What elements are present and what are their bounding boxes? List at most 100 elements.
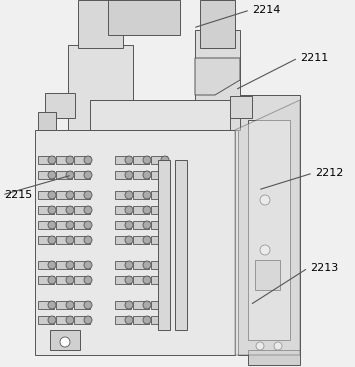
Circle shape <box>125 206 133 214</box>
Bar <box>90 100 230 130</box>
Bar <box>38 171 54 179</box>
Bar <box>133 316 149 324</box>
Circle shape <box>48 156 56 164</box>
Circle shape <box>161 221 169 229</box>
Bar <box>133 191 149 199</box>
Bar <box>56 236 72 244</box>
Circle shape <box>161 171 169 179</box>
Circle shape <box>84 221 92 229</box>
Bar <box>230 96 252 118</box>
Bar <box>115 301 131 309</box>
Bar <box>151 191 167 199</box>
Polygon shape <box>195 58 240 95</box>
Bar <box>151 156 167 164</box>
Bar <box>115 156 131 164</box>
Bar <box>35 130 235 355</box>
Circle shape <box>84 276 92 284</box>
Circle shape <box>125 156 133 164</box>
Bar <box>115 236 131 244</box>
Circle shape <box>161 191 169 199</box>
Circle shape <box>256 342 264 350</box>
Circle shape <box>260 245 270 255</box>
Bar <box>56 206 72 214</box>
Bar <box>151 276 167 284</box>
Bar <box>151 301 167 309</box>
Bar <box>74 206 90 214</box>
Circle shape <box>125 221 133 229</box>
Bar <box>151 236 167 244</box>
Bar <box>56 156 72 164</box>
Bar <box>38 276 54 284</box>
Circle shape <box>260 195 270 205</box>
Bar <box>200 0 235 48</box>
Bar <box>133 301 149 309</box>
Circle shape <box>125 316 133 324</box>
Circle shape <box>161 156 169 164</box>
Circle shape <box>66 191 74 199</box>
Circle shape <box>84 236 92 244</box>
Bar <box>115 261 131 269</box>
Circle shape <box>66 261 74 269</box>
Bar <box>255 260 280 290</box>
Circle shape <box>66 156 74 164</box>
Circle shape <box>48 236 56 244</box>
Circle shape <box>125 191 133 199</box>
Bar <box>115 191 131 199</box>
Circle shape <box>48 276 56 284</box>
Bar <box>115 316 131 324</box>
Text: 2215: 2215 <box>4 190 32 200</box>
Circle shape <box>48 261 56 269</box>
Circle shape <box>60 337 70 347</box>
Bar <box>38 156 54 164</box>
Bar <box>133 276 149 284</box>
Circle shape <box>48 171 56 179</box>
Bar <box>45 93 75 118</box>
Bar <box>151 221 167 229</box>
Bar <box>38 316 54 324</box>
Bar <box>38 301 54 309</box>
Circle shape <box>48 221 56 229</box>
Bar <box>115 276 131 284</box>
Circle shape <box>125 301 133 309</box>
Circle shape <box>84 191 92 199</box>
Bar <box>50 330 80 350</box>
Bar <box>38 112 56 130</box>
Bar <box>78 0 123 48</box>
Bar <box>56 301 72 309</box>
Circle shape <box>161 301 169 309</box>
Text: 2213: 2213 <box>310 263 338 273</box>
Bar <box>195 30 240 130</box>
Circle shape <box>48 316 56 324</box>
Circle shape <box>125 261 133 269</box>
Circle shape <box>143 221 151 229</box>
Circle shape <box>66 236 74 244</box>
Circle shape <box>161 316 169 324</box>
Bar <box>115 206 131 214</box>
Text: 2212: 2212 <box>315 168 343 178</box>
Bar <box>158 160 170 330</box>
Circle shape <box>66 316 74 324</box>
Circle shape <box>66 301 74 309</box>
Circle shape <box>84 301 92 309</box>
Circle shape <box>84 316 92 324</box>
Circle shape <box>161 261 169 269</box>
Bar <box>133 221 149 229</box>
Bar <box>151 316 167 324</box>
Polygon shape <box>235 100 300 355</box>
Bar <box>74 236 90 244</box>
Circle shape <box>84 261 92 269</box>
Text: 2211: 2211 <box>300 53 328 63</box>
Bar <box>56 191 72 199</box>
Text: 2214: 2214 <box>252 5 280 15</box>
Bar <box>74 221 90 229</box>
Bar <box>74 171 90 179</box>
Circle shape <box>125 171 133 179</box>
Bar <box>133 156 149 164</box>
Bar <box>38 191 54 199</box>
Circle shape <box>48 206 56 214</box>
Circle shape <box>143 301 151 309</box>
Circle shape <box>143 156 151 164</box>
Bar <box>133 261 149 269</box>
Bar <box>74 316 90 324</box>
Bar <box>38 236 54 244</box>
